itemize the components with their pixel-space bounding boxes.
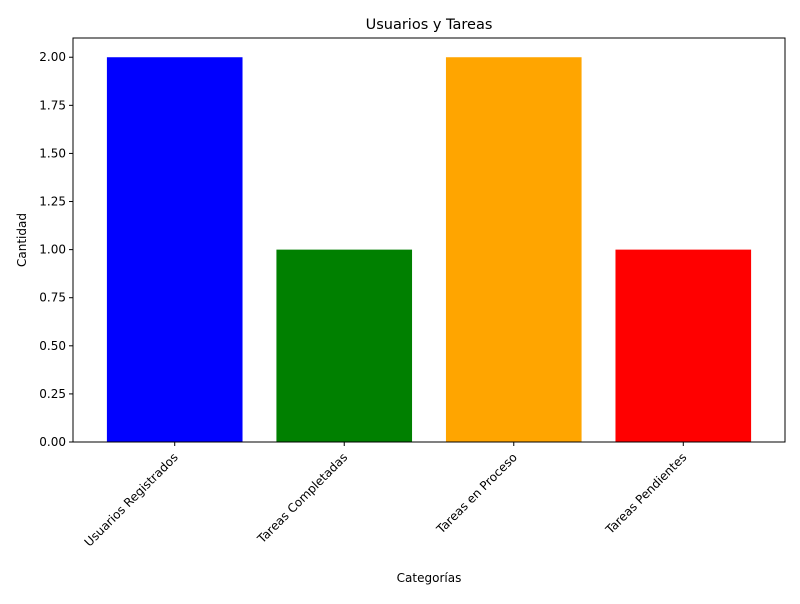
y-tick-label: 1.75 [39,98,66,112]
y-axis-label: Cantidad [15,213,29,267]
x-tick-label: Tareas Completadas [254,450,350,546]
y-tick-label: 1.00 [39,243,66,257]
plot-frame [72,37,786,443]
bar-usuarios-registrados [106,57,243,442]
y-tick-label: 0.75 [39,291,66,305]
y-tick-label: 1.25 [39,195,66,209]
y-tick-label: 1.50 [39,146,66,160]
y-axis: 0.00 0.25 0.50 0.75 1.00 1.25 1.50 1.75 2.00 [39,50,73,449]
bar-tareas-en-proceso [445,57,582,442]
y-tick-label: 0.00 [39,435,66,449]
bar-tareas-completadas [276,249,413,442]
x-tick-label: Usuarios Registrados [82,450,181,549]
x-tick-label: Tareas en Proceso [433,450,520,537]
y-tick-label: 2.00 [39,50,66,64]
x-axis-label: Categorías [397,571,462,585]
bar-tareas-pendientes [615,249,752,442]
y-tick-label: 0.50 [39,339,66,353]
x-axis: Usuarios Registrados Tareas Completadas Ta… [82,442,689,549]
y-tick-label: 0.25 [39,387,66,401]
chart-title: Usuarios y Tareas [366,17,493,33]
bars-layer [106,57,752,442]
x-tick-label: Tareas Pendientes [602,450,689,537]
